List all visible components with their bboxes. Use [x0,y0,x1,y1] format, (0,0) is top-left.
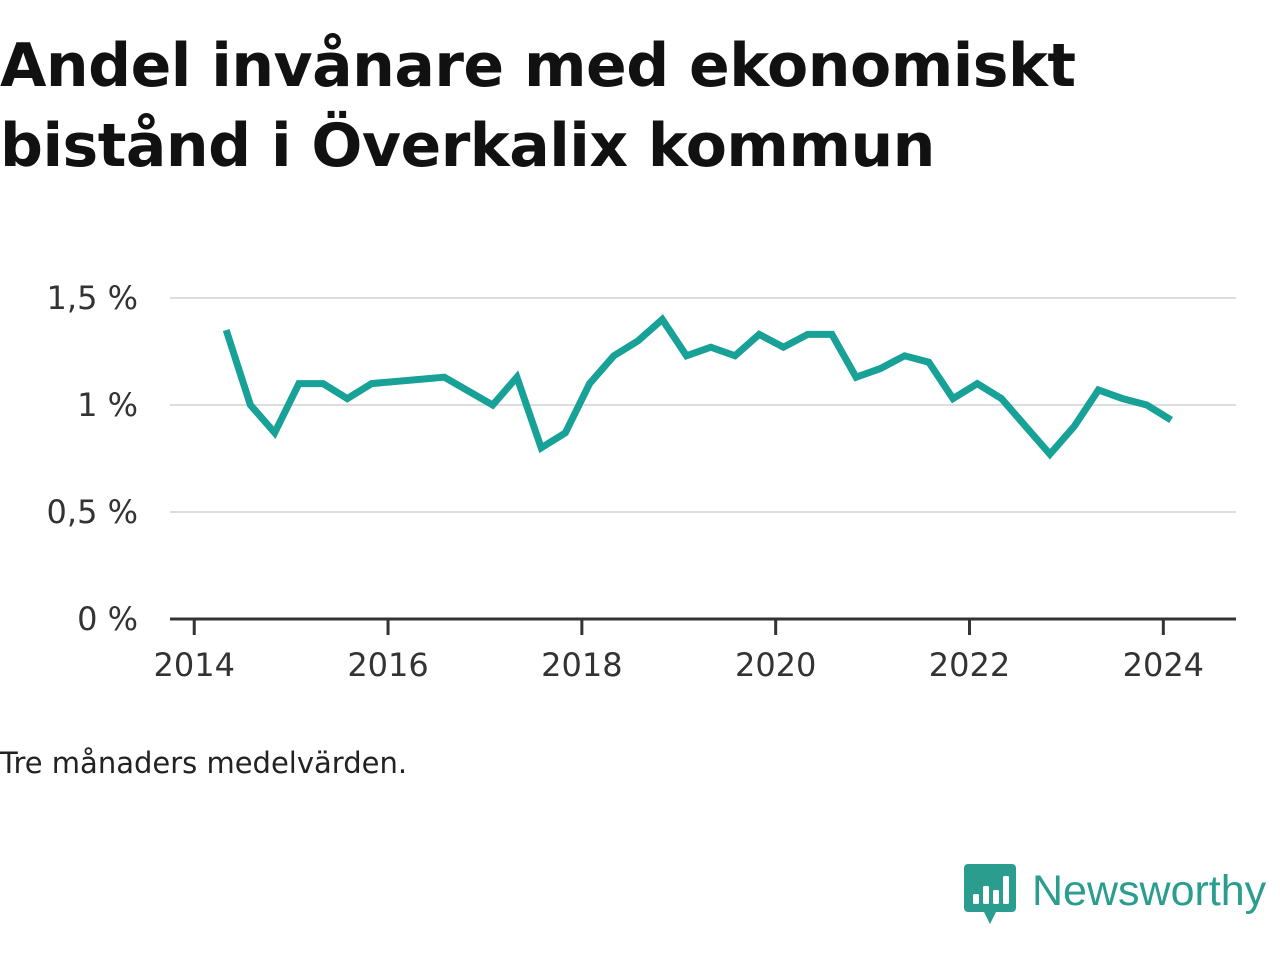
data-point [853,374,860,381]
data-point [756,331,763,338]
data-point [1071,423,1078,430]
data-point [1168,417,1175,424]
data-point [974,380,981,387]
data-point [368,380,375,387]
data-point [877,365,884,372]
data-point [1022,423,1029,430]
data-point [635,337,642,344]
x-tick-label: 2024 [1123,646,1204,684]
series-layer [222,314,1175,460]
brand-logo: Newsworthy [964,864,1266,926]
data-point [1143,402,1150,409]
chart-footnote: Tre månaders medelvärden. [0,746,408,780]
y-axis-labels: 0 % 0,5 % 1 % 1,5 % [47,279,138,638]
data-point [925,359,932,366]
x-tick-label: 2022 [929,646,1010,684]
series-line [222,314,1173,460]
y-tick-label: 1 % [77,386,138,424]
data-point [950,395,957,402]
data-point [271,429,278,436]
data-point [1095,387,1102,394]
x-tick-label: 2016 [347,646,428,684]
x-axis: 2014 2016 2018 2020 2022 2024 [154,617,1236,684]
y-tick-label: 1,5 % [47,279,138,317]
data-point [320,380,327,387]
data-point [1119,395,1126,402]
data-point [489,402,496,409]
data-point [659,316,666,323]
data-point [538,444,545,451]
data-point [707,344,714,351]
data-point [295,380,302,387]
data-point [828,331,835,338]
data-point [344,395,351,402]
data-point [247,402,254,409]
x-tick-label: 2020 [735,646,816,684]
data-point [586,380,593,387]
data-point [441,374,448,381]
bar-chart-speech-bubble-icon [964,864,1016,924]
data-point [562,429,569,436]
data-point [683,352,690,359]
chart-title: Andel invånare med ekonomiskt bistånd i … [0,31,1076,181]
data-point [223,327,230,334]
data-point [732,352,739,359]
x-tick-label: 2018 [541,646,622,684]
data-point [998,395,1005,402]
gridlines [170,297,1236,513]
x-tick-label: 2014 [154,646,235,684]
data-point [901,352,908,359]
brand-name: Newsworthy [1032,867,1267,915]
data-point [513,374,520,381]
data-point [610,352,617,359]
y-tick-label: 0,5 % [47,493,138,531]
data-point [804,331,811,338]
data-point [780,344,787,351]
data-point [1046,451,1053,458]
y-tick-label: 0 % [77,600,138,638]
line-chart: 2014 2016 2018 2020 2022 2024 0 % 0,5 % 1 % 1,5 … [47,279,1236,684]
